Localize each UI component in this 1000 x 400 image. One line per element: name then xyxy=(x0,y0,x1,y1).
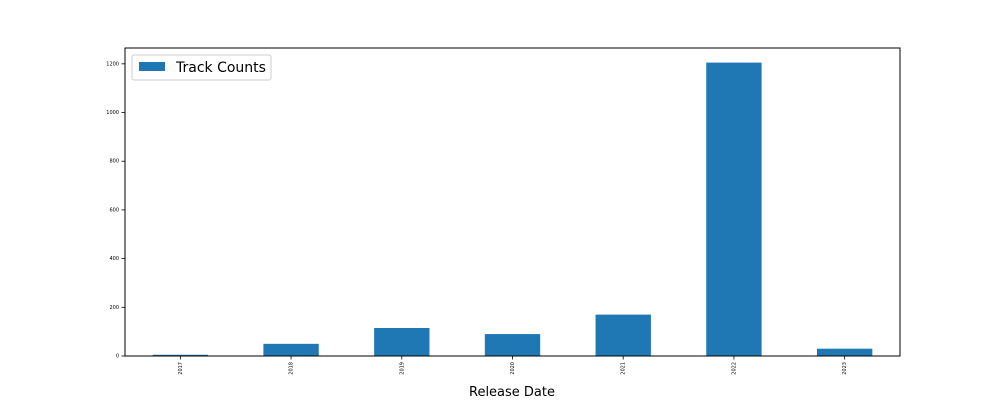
y-tick-label-600: 600 xyxy=(109,207,119,213)
x-tick-label-2018: 2018 xyxy=(289,362,295,375)
x-tick-label-2020: 2020 xyxy=(510,362,516,375)
plot-area-frame xyxy=(124,47,901,357)
x-tick-label-2017: 2017 xyxy=(178,362,184,375)
bar-2021 xyxy=(595,314,651,356)
bar-2023 xyxy=(816,348,873,356)
bar-2020 xyxy=(484,334,541,356)
y-tick-label-0: 0 xyxy=(116,354,119,360)
legend-box xyxy=(131,54,272,81)
bar-2019 xyxy=(374,328,430,356)
legend-swatch xyxy=(139,62,165,71)
x-tick-label-2019: 2019 xyxy=(399,362,405,375)
y-tick-label-400: 400 xyxy=(109,256,119,262)
bars-layer xyxy=(152,62,873,357)
x-tick-label-2023: 2023 xyxy=(842,362,848,375)
x-tick-label-2021: 2021 xyxy=(621,362,627,375)
y-axis: 0 200 400 600 800 1000 1200 xyxy=(106,61,125,360)
y-tick-label-1200: 1200 xyxy=(106,61,119,67)
bar-2022 xyxy=(706,62,762,357)
legend: Track Counts xyxy=(131,54,272,81)
y-tick-label-1000: 1000 xyxy=(106,110,119,116)
bar-2018 xyxy=(263,343,319,356)
legend-label: Track Counts xyxy=(175,60,266,76)
y-tick-label-800: 800 xyxy=(109,159,119,165)
y-tick-label-200: 200 xyxy=(109,305,119,311)
x-tick-label-2022: 2022 xyxy=(731,362,737,375)
x-axis: 2017 2018 2019 2020 2021 2022 2023 xyxy=(178,356,848,375)
x-axis-label: Release Date xyxy=(469,385,555,400)
bar-2017 xyxy=(152,354,209,356)
